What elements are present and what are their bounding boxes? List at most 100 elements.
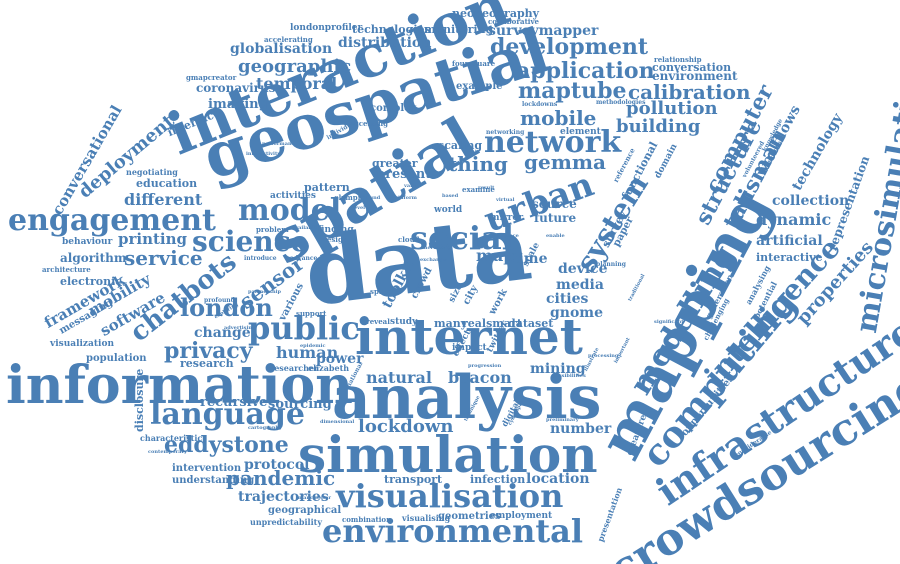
word-simulation: simulation <box>298 425 598 484</box>
word-location: location <box>526 471 590 487</box>
word-result: result <box>478 185 495 191</box>
word-examine: examine <box>462 185 495 194</box>
word-temporal: temporal <box>256 74 338 93</box>
word-virtual: virtual <box>496 197 515 203</box>
word-development: development <box>490 34 649 60</box>
word-gnome: gnome <box>550 305 604 321</box>
word-mobile: mobile <box>520 106 597 130</box>
word-natural: natural <box>366 368 432 387</box>
word-collection: collection <box>772 193 850 209</box>
word-methodologies: methodologies <box>596 99 646 106</box>
word-interactive: interactive <box>756 251 823 264</box>
word-collaborative: collaborative <box>488 17 539 26</box>
word-significant: significant <box>654 319 684 325</box>
word-place: place <box>504 233 519 239</box>
word-pandemic: pandemic <box>226 466 336 490</box>
word-relationship: relationship <box>654 55 702 64</box>
word-coronavirus: coronavirus <box>196 81 276 95</box>
word-cartography: cartography <box>248 425 282 431</box>
word-analysis: analysis <box>332 363 602 433</box>
word-sourcing: sourcing <box>268 397 332 412</box>
word-public: public <box>248 309 360 347</box>
word-research: research <box>180 357 234 370</box>
word-space: space <box>370 287 393 296</box>
word-architecture: architecture <box>42 265 91 274</box>
word-gmapcreator: gmapcreator <box>186 73 237 82</box>
word-electronic: electronic <box>60 275 122 288</box>
word-visualization: visualization <box>50 339 114 349</box>
word-globalisation: globalisation <box>230 41 333 57</box>
word-finding: finding <box>318 225 354 235</box>
word-microsimulation: microsimulation <box>849 56 900 336</box>
word-conversation: conversation <box>652 61 732 74</box>
word-accessing: accessing <box>350 119 389 128</box>
word-value: value <box>404 183 419 189</box>
word-availability: availability <box>292 225 323 231</box>
word-possibilities: possibilities <box>552 373 586 379</box>
word-elizabeth: elizabeth <box>308 363 350 373</box>
word-complex: complex <box>370 103 417 114</box>
word-introduce: introduce <box>244 255 277 262</box>
word-mining: mining <box>530 361 586 377</box>
word-source: source <box>532 197 577 211</box>
word-profound: profound <box>204 297 235 304</box>
word-lockdown: lockdown <box>358 416 454 437</box>
word-gemma: gemma <box>524 150 606 174</box>
word-inform: inform <box>398 195 417 201</box>
word-dynamic: dynamic <box>756 210 832 229</box>
word-application: application <box>516 58 655 84</box>
word-maptube: maptube <box>518 78 627 104</box>
word-traditional: traditional <box>627 273 647 303</box>
word-technologies: technologies <box>352 23 431 36</box>
word-activities: activities <box>270 191 316 201</box>
word-education: education <box>136 177 198 190</box>
word-network: network <box>484 125 622 160</box>
word-example: example <box>456 81 503 92</box>
word-processing: processing <box>588 353 619 359</box>
word-trajectories: trajectories <box>238 489 329 505</box>
word-support: support <box>296 309 327 318</box>
word-device: device <box>558 261 608 277</box>
word-advertising: advertising <box>224 325 256 331</box>
word-enable: enable <box>546 233 565 239</box>
word-world: world <box>434 205 463 215</box>
word-artificial: artificial <box>756 233 823 249</box>
word-power: power <box>316 351 364 367</box>
word-intervention: intervention <box>172 463 242 474</box>
word-cloud: cloud <box>398 235 420 244</box>
word-negotiating: negotiating <box>126 167 178 177</box>
word-partnership: partnership <box>248 289 281 295</box>
word-infection: infection <box>470 473 526 486</box>
word-performance: performance <box>262 141 298 147</box>
word-cities: cities <box>546 291 589 307</box>
word-study: study <box>390 317 418 327</box>
word-different: different <box>124 190 203 209</box>
word-internet: internet <box>355 307 583 366</box>
word-ground: ground <box>360 195 381 201</box>
word-planning: planning <box>596 261 626 268</box>
word-epidemic: epidemic <box>300 343 326 349</box>
word-level: level <box>352 205 366 211</box>
word-population: population <box>86 353 147 364</box>
word-advance: advance <box>290 255 318 262</box>
word-impact: impact <box>452 343 487 353</box>
word-change: change <box>194 325 251 341</box>
word-foursquare: foursquare <box>452 59 496 68</box>
word-media: media <box>556 277 604 293</box>
word-geometries: geometries <box>438 511 501 522</box>
word-distribution: distribution <box>338 35 432 51</box>
word-science: science <box>192 225 309 258</box>
word-language: language <box>150 397 305 432</box>
word-progression: progression <box>468 363 502 369</box>
word-environment: environment <box>652 69 738 83</box>
word-beacon: beacon <box>448 368 512 387</box>
word-understanding: understanding <box>172 475 255 486</box>
word-recursive: recursive <box>200 395 268 410</box>
word-realsmart: realsmart <box>462 317 522 330</box>
word-employment: employment <box>490 511 553 521</box>
word-imaging: imaging <box>208 97 268 112</box>
word-calibration: calibration <box>628 80 751 104</box>
word-disclosure: disclosure <box>133 368 146 432</box>
word-contemporary: contemporary <box>148 449 188 455</box>
